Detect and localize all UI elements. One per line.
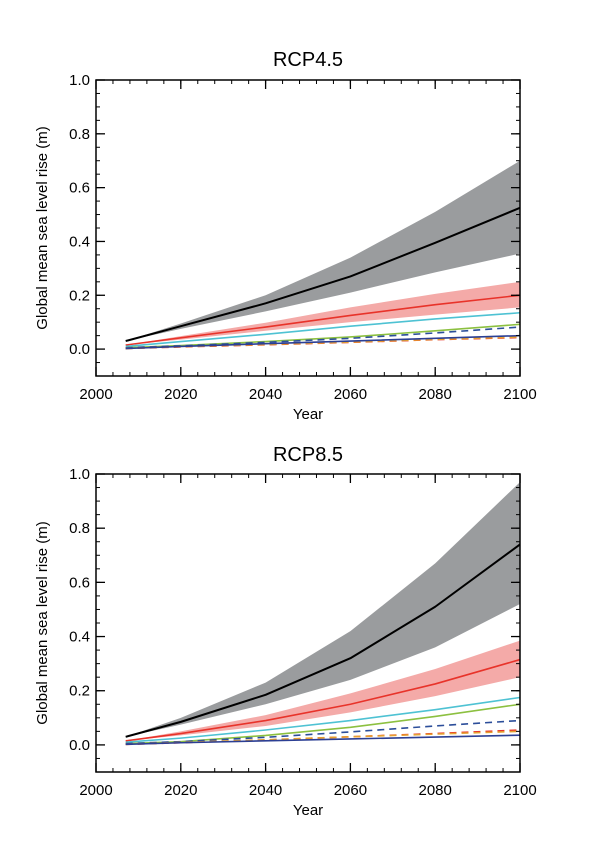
series-line-1 <box>125 294 521 346</box>
x-tick-label: 2080 <box>419 386 452 403</box>
series-line-6 <box>125 730 521 746</box>
y-tick-label: 0.8 <box>69 126 90 143</box>
y-tick-label: 0.2 <box>69 683 90 700</box>
x-tick-label: 2040 <box>249 782 282 799</box>
x-tick-label: 2000 <box>79 782 112 799</box>
uncertainty-band-1 <box>125 640 521 741</box>
x-tick-label: 2040 <box>249 386 282 403</box>
x-tick-label: 2060 <box>334 782 367 799</box>
y-tick-label: 1.0 <box>69 466 90 483</box>
y-tick-label: 1.0 <box>69 72 90 89</box>
x-tick-label: 2060 <box>334 386 367 403</box>
series-line-7 <box>125 734 521 746</box>
series-line-6 <box>125 336 521 350</box>
series-line-3 <box>125 703 521 745</box>
rcp45-panel: 2000 2020 2040 2060 2080 2100 0.0 0.2 0.4 0.6 0.8 1… <box>34 49 537 423</box>
x-tick-label: 2020 <box>164 782 197 799</box>
x-tick-label: 2000 <box>79 386 112 403</box>
series-line-2 <box>125 696 521 743</box>
x-axis-label: Year <box>293 802 323 819</box>
y-tick-label: 0.0 <box>69 341 90 358</box>
x-tick-label: 2100 <box>503 782 536 799</box>
series-line-0 <box>125 543 521 738</box>
series-line-0 <box>125 206 521 342</box>
y-tick-label: 0.4 <box>69 233 90 250</box>
uncertainty-band-1 <box>125 281 521 346</box>
chart-title: RCP4.5 <box>273 49 343 71</box>
series-line-7 <box>125 334 521 350</box>
y-axis-label: Global mean sea level rise (m) <box>34 126 51 329</box>
y-tick-label: 0.0 <box>69 737 90 754</box>
x-tick-label: 2020 <box>164 386 197 403</box>
x-axis-label: Year <box>293 406 323 423</box>
uncertainty-band-0 <box>125 482 521 737</box>
series-line-2 <box>125 311 521 348</box>
y-tick-label: 0.6 <box>69 574 90 591</box>
uncertainty-band-0 <box>125 160 521 342</box>
series-line-1 <box>125 658 521 742</box>
chart-title: RCP8.5 <box>273 444 343 466</box>
rcp85-panel: 2000 2020 2040 2060 2080 2100 0.0 0.2 0.4 0.6 0.8 1… <box>34 444 537 819</box>
x-tick-label: 2080 <box>419 782 452 799</box>
series-line-3 <box>125 323 521 349</box>
y-tick-label: 0.4 <box>69 629 90 646</box>
y-tick-label: 0.2 <box>69 287 90 304</box>
x-tick-label: 2100 <box>503 386 536 403</box>
series-line-4 <box>125 326 521 349</box>
y-axis-label: Global mean sea level rise (m) <box>34 521 51 724</box>
series-line-4 <box>125 719 521 745</box>
y-tick-label: 0.6 <box>69 180 90 197</box>
y-tick-label: 0.8 <box>69 520 90 537</box>
